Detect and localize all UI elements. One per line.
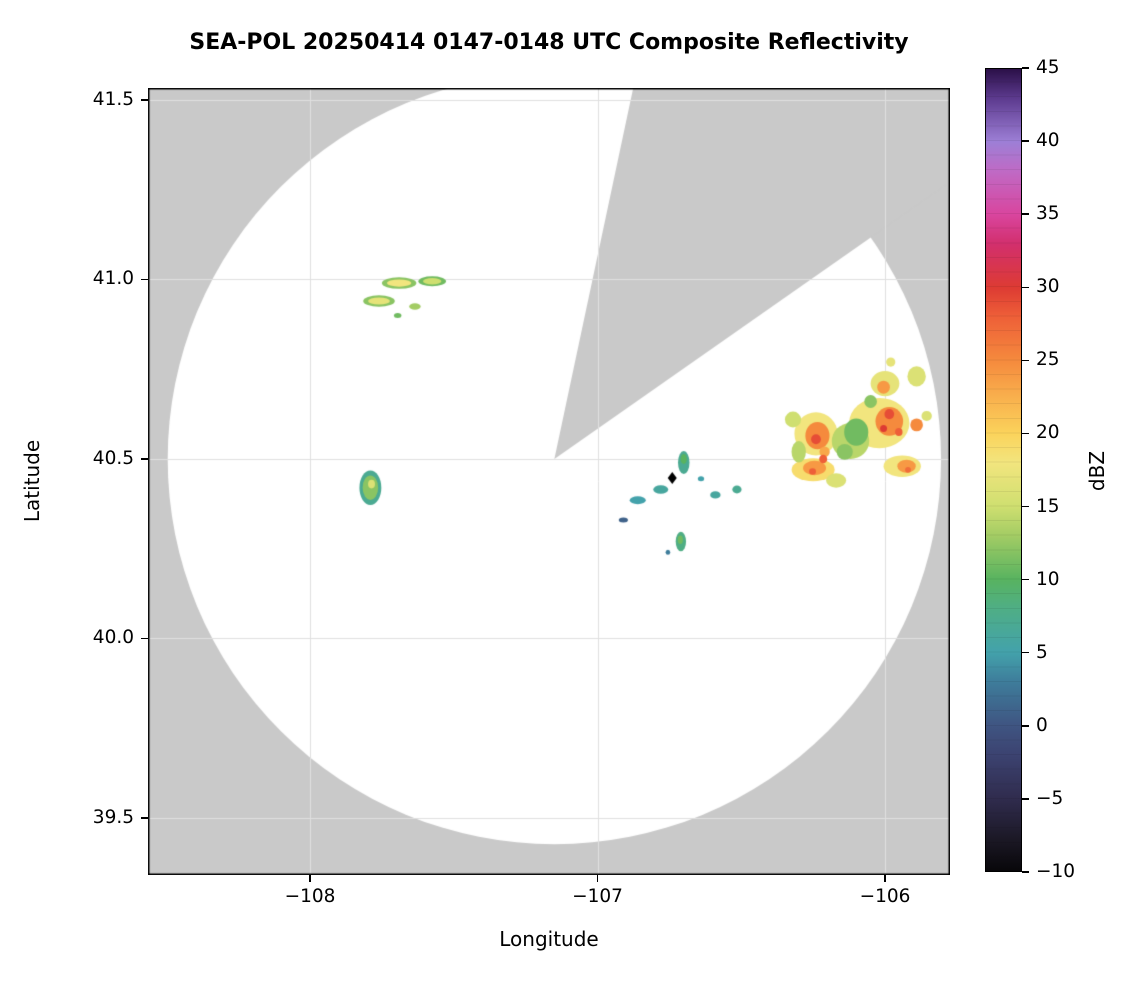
y-axis-label: Latitude xyxy=(20,439,44,523)
x-tick-label: −108 xyxy=(284,886,336,907)
colorbar-tick-label: −5 xyxy=(1036,787,1064,809)
colorbar-tick-label: 30 xyxy=(1036,276,1060,298)
y-tick-mark xyxy=(141,817,148,819)
radar-reflectivity-canvas xyxy=(148,88,950,875)
colorbar-tick-label: −10 xyxy=(1036,861,1076,882)
colorbar-tick-mark xyxy=(1022,140,1029,142)
colorbar-tick-mark xyxy=(1022,67,1029,69)
colorbar-tick-label: 35 xyxy=(1036,203,1060,225)
y-tick-label: 40.5 xyxy=(92,447,134,469)
colorbar-tick-mark xyxy=(1022,505,1029,508)
x-tick-mark xyxy=(309,875,311,882)
colorbar-tick-mark xyxy=(1022,725,1029,727)
y-tick-label: 39.5 xyxy=(92,806,134,828)
y-tick-label: 40.0 xyxy=(92,627,134,649)
colorbar-tick-mark xyxy=(1022,798,1029,800)
colorbar-tick-mark xyxy=(1022,213,1029,215)
colorbar-level-striations xyxy=(985,68,1022,872)
chart-title: SEA-POL 20250414 0147-0148 UTC Composite… xyxy=(189,30,909,55)
colorbar-tick-mark xyxy=(1022,578,1029,581)
plot-area xyxy=(148,88,950,875)
y-tick-mark xyxy=(141,637,148,640)
colorbar-tick-label: 20 xyxy=(1036,422,1060,444)
y-tick-mark xyxy=(141,458,148,460)
colorbar-tick-label: 5 xyxy=(1036,641,1048,663)
x-axis-label: Longitude xyxy=(499,927,599,951)
y-tick-mark xyxy=(141,278,148,281)
x-tick-label: −107 xyxy=(572,886,623,907)
colorbar-tick-mark xyxy=(1022,651,1029,654)
colorbar-tick-mark xyxy=(1022,286,1029,289)
colorbar-tick-label: 40 xyxy=(1036,130,1060,152)
colorbar-tick-label: 0 xyxy=(1036,714,1048,736)
y-tick-label: 41.0 xyxy=(92,268,134,290)
colorbar-tick-label: 15 xyxy=(1036,495,1060,517)
colorbar-tick-label: 45 xyxy=(1036,57,1060,78)
colorbar-tick-mark xyxy=(1022,871,1029,873)
colorbar-tick-mark xyxy=(1022,359,1029,362)
x-tick-label: −106 xyxy=(859,886,911,907)
y-tick-mark xyxy=(141,99,148,101)
y-tick-label: 41.5 xyxy=(92,88,134,110)
colorbar-tick-label: 10 xyxy=(1036,568,1060,590)
colorbar-tick-mark xyxy=(1022,432,1029,435)
colorbar-tick-label: 25 xyxy=(1036,349,1060,371)
x-tick-mark xyxy=(884,875,886,882)
colorbar-gradient xyxy=(985,68,1022,872)
x-tick-mark xyxy=(596,875,599,882)
